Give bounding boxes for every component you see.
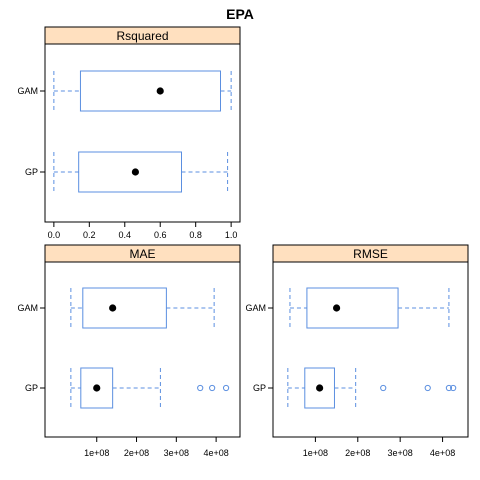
iqr-box	[80, 367, 114, 409]
x-tick-label: 2e+08	[124, 448, 149, 458]
strip-label-rsquared: Rsquared	[116, 29, 168, 43]
category-label: GP	[253, 383, 266, 393]
x-tick-label: 1e+08	[303, 448, 328, 458]
panels-group: Rsquared 0.0 0.2 0.4 0.6 0.8 1.0 GAM GP MAE 1e+08 2…	[17, 26, 469, 458]
box-rsquared-gp	[53, 151, 229, 193]
outlier-point	[209, 384, 216, 392]
x-tick-label: 4e+08	[430, 448, 455, 458]
strip-label-rmse: RMSE	[353, 247, 388, 261]
strip-label-mae: MAE	[129, 247, 155, 261]
median-dot	[109, 304, 117, 312]
x-tick-label: 4e+08	[203, 448, 228, 458]
outlier-point	[380, 384, 387, 392]
box-rmse-gam	[289, 287, 450, 329]
iqr-box	[304, 367, 335, 409]
median-dot	[156, 87, 164, 95]
category-label: GAM	[17, 86, 38, 96]
x-tick-label: 0.4	[119, 230, 132, 240]
x-tick-label: 3e+08	[388, 448, 413, 458]
category-label: GAM	[245, 303, 266, 313]
iqr-box	[78, 151, 182, 193]
x-tick-label: 0.2	[83, 230, 96, 240]
chart-title: EPA	[226, 6, 254, 22]
panel-rmse: RMSE 1e+08 2e+08 3e+08 4e+08 GAM GP	[245, 244, 469, 458]
plot-frame-rsquared	[44, 43, 241, 223]
plot-frame-mae	[44, 261, 241, 438]
outlier-point	[424, 384, 431, 392]
category-label: GP	[25, 383, 38, 393]
outlier-point	[197, 384, 204, 392]
category-label: GP	[25, 167, 38, 177]
median-dot	[131, 168, 140, 176]
x-tick-label: 1e+08	[84, 448, 109, 458]
box-mae-gp	[70, 367, 230, 409]
x-tick-label: 1.0	[225, 230, 238, 240]
x-tick-label: 0.8	[189, 230, 202, 240]
panel-mae: MAE 1e+08 2e+08 3e+08 4e+08 GAM GP	[17, 244, 241, 458]
outlier-point	[445, 384, 453, 392]
plot-frame-rmse	[272, 261, 469, 438]
x-tick-label: 3e+08	[164, 448, 189, 458]
box-rsquared-gam	[53, 70, 232, 112]
box-rmse-gp	[287, 367, 457, 409]
x-tick-label: 2e+08	[345, 448, 370, 458]
median-dot	[316, 384, 324, 392]
panel-rsquared: Rsquared 0.0 0.2 0.4 0.6 0.8 1.0 GAM GP	[17, 26, 241, 240]
iqr-box	[82, 287, 167, 329]
outlier-point	[450, 384, 457, 392]
outlier-point	[222, 384, 230, 392]
x-tick-label: 0.0	[48, 230, 61, 240]
box-mae-gam	[70, 287, 215, 329]
iqr-box	[79, 70, 221, 112]
median-dot	[332, 304, 341, 312]
iqr-box	[306, 287, 399, 329]
category-label: GAM	[17, 303, 38, 313]
x-tick-label: 0.6	[154, 230, 167, 240]
median-dot	[93, 384, 101, 392]
